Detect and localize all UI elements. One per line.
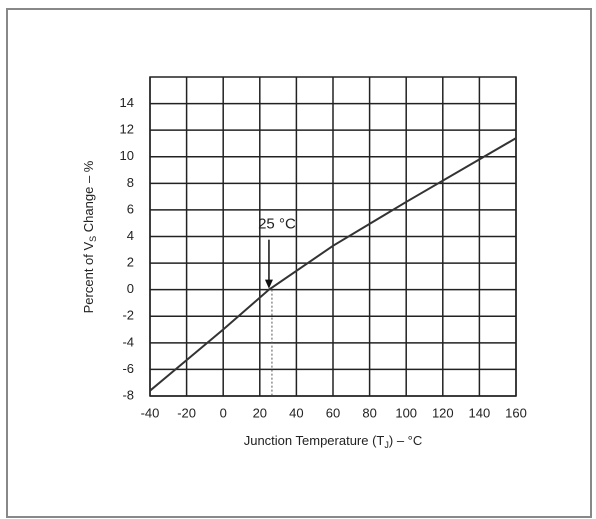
y-tick-label: 12: [120, 122, 134, 137]
x-tick-label: 60: [326, 405, 340, 420]
x-label-sub: J: [384, 440, 389, 450]
frame: [6, 8, 592, 518]
y-tick-label: -6: [122, 361, 134, 376]
y-tick-label: -2: [122, 308, 134, 323]
x-tick-label: 0: [220, 405, 227, 420]
y-tick-label: 4: [127, 228, 134, 243]
x-tick-label: -40: [141, 405, 160, 420]
y-label-rest: Change – %: [81, 160, 96, 236]
x-tick-label: 20: [253, 405, 267, 420]
x-tick-label: 100: [395, 405, 417, 420]
data-line: [149, 137, 517, 392]
x-axis-label: Junction Temperature (TJ) – °C: [244, 433, 423, 450]
x-tick-label: -20: [177, 405, 196, 420]
x-tick-label: 140: [469, 405, 491, 420]
y-tick-label: -8: [122, 387, 134, 402]
y-axis-label: Percent of VS Change – %: [81, 160, 98, 313]
y-tick-label: -4: [122, 334, 134, 349]
x-tick-label: 80: [362, 405, 376, 420]
x-label-main: Junction Temperature (T: [244, 433, 385, 448]
annotation-arrow-head: [264, 279, 273, 289]
y-tick-label: 2: [127, 255, 134, 270]
y-tick-label: 14: [120, 95, 134, 110]
y-label-main: Percent of V: [81, 242, 96, 314]
y-tick-label: 0: [127, 281, 134, 296]
x-tick-label: 40: [289, 405, 303, 420]
y-tick-label: 8: [127, 175, 134, 190]
x-tick-label: 160: [505, 405, 527, 420]
x-tick-label: 120: [432, 405, 454, 420]
x-label-rest: ) – °C: [389, 433, 422, 448]
annotation-label: 25 °C: [258, 216, 296, 233]
y-label-sub: S: [88, 236, 98, 242]
y-tick-label: 10: [120, 148, 134, 163]
y-tick-label: 6: [127, 201, 134, 216]
